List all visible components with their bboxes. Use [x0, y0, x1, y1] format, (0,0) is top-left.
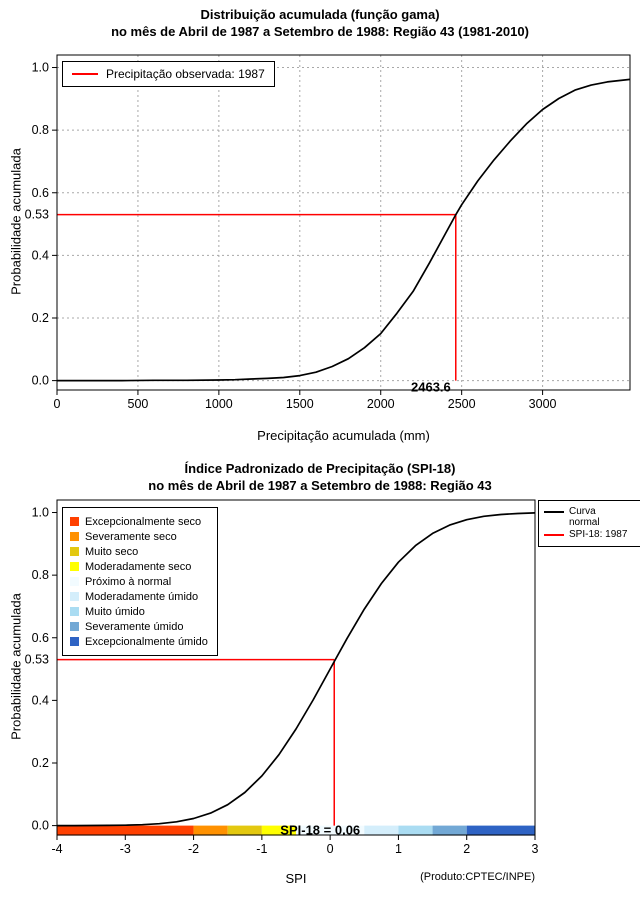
y-tick-label: 0.8	[32, 123, 49, 137]
x-tick-label: 2000	[367, 397, 395, 411]
y-tick-label: 0.6	[32, 186, 49, 200]
moderately-wet-swatch	[70, 592, 79, 601]
x-tick-label: -4	[51, 842, 62, 856]
top-chart-title: Distribuição acumulada (função gama)	[200, 7, 440, 22]
legend-item-exceptionally-wet: Excepcionalmente úmido	[70, 634, 208, 649]
spi-colorbar-segment	[466, 825, 535, 836]
normal-curve-line-sample	[544, 511, 564, 513]
legend-item-label: Moderadamente seco	[85, 560, 192, 573]
spi-colorbar-segment	[432, 825, 467, 836]
legend-item-moderately-dry: Moderadamente seco	[70, 559, 208, 574]
y-tick-label: 1.0	[32, 61, 49, 75]
y-tick-label: 0.0	[32, 819, 49, 833]
marker-x-value-label: SPI-18 = 0.06	[280, 823, 360, 838]
x-tick-label: 1500	[286, 397, 314, 411]
spi-1987-legend-label: SPI-18: 1987	[569, 529, 628, 540]
x-tick-label: 1	[395, 842, 402, 856]
legend-item-label: Excepcionalmente seco	[85, 515, 202, 528]
legend-item-near-normal: Próximo à normal	[70, 574, 208, 589]
spi-categories-legend: Excepcionalmente seco Severamente seco M…	[62, 507, 218, 656]
cdf-curve	[57, 512, 536, 827]
severely-dry-swatch	[70, 532, 79, 541]
legend-item-very-dry: Muito seco	[70, 544, 208, 559]
legend-item-normal-curve: Curva normal	[544, 506, 640, 528]
legend-item-exceptionally-dry: Excepcionalmente seco	[70, 514, 208, 529]
spi-colorbar-segment	[364, 825, 399, 836]
gamma-cdf-plot: 0 500 1000 1500 2000 2500 3000 0.0 0.2 0.4 0.6 0.8 1…	[25, 54, 631, 411]
y-tick-label: 0.8	[32, 568, 49, 582]
near-normal-swatch	[70, 577, 79, 586]
marker-y-value-label: 0.53	[25, 208, 49, 222]
product-credit: (Produto:CPTEC/INPE)	[420, 871, 535, 883]
y-tick-label: 1.0	[32, 506, 49, 520]
x-tick-label: -1	[256, 842, 267, 856]
top-legend: Precipitação observada: 1987	[62, 61, 275, 87]
legend-item-label: Excepcionalmente úmido	[85, 635, 208, 648]
y-tick-label: 0.4	[32, 248, 49, 262]
bottom-y-axis-label: Probabilidade acumulada	[8, 593, 24, 740]
x-tick-label: -3	[120, 842, 131, 856]
legend-item-very-wet: Muito úmido	[70, 604, 208, 619]
x-tick-label: 500	[128, 397, 149, 411]
legend-item-label: Muito úmido	[85, 605, 145, 618]
bottom-chart-subtitle: no mês de Abril de 1987 a Setembro de 19…	[148, 478, 492, 493]
cdf-curve	[57, 78, 631, 382]
spi-colorbar-segment	[193, 825, 228, 836]
moderately-dry-swatch	[70, 562, 79, 571]
spi-colorbar-segment	[57, 825, 194, 836]
exceptionally-dry-swatch	[70, 517, 79, 526]
observed-precip-line-sample	[72, 73, 98, 75]
curves-legend: Curva normal SPI-18: 1987	[538, 500, 640, 547]
plot-box	[56, 54, 631, 391]
legend-item-severely-dry: Severamente seco	[70, 529, 208, 544]
marker-x-value-label: 2463.6	[411, 380, 451, 395]
spi-cdf-plot: -4 -3 -2 -1 0 1 2 3 0.0 0.2 0.4 0.6 0.8 1.0 0.53 SPI-18…	[25, 499, 539, 856]
x-tick-label: 0	[327, 842, 334, 856]
very-dry-swatch	[70, 547, 79, 556]
top-y-axis-label: Probabilidade acumulada	[8, 148, 24, 295]
x-tick-label: 3	[532, 842, 539, 856]
spi-1987-line-sample	[544, 534, 564, 536]
top-x-axis-label: Precipitação acumulada (mm)	[257, 428, 430, 443]
y-tick-label: 0.4	[32, 693, 49, 707]
legend-item-spi-1987: SPI-18: 1987	[544, 529, 640, 541]
spi-colorbar-segment	[261, 825, 296, 836]
x-tick-label: 1000	[205, 397, 233, 411]
spi-colorbar-segment	[296, 825, 365, 836]
legend-item-severely-wet: Severamente úmido	[70, 619, 208, 634]
legend-item-label: Próximo à normal	[85, 575, 172, 588]
x-tick-label: 0	[54, 397, 61, 411]
observed-precip-legend-label: Precipitação observada: 1987	[106, 67, 265, 81]
marker-y-value-label: 0.53	[25, 653, 49, 667]
legend-item-label: Moderadamente úmido	[85, 590, 199, 603]
exceptionally-wet-swatch	[70, 637, 79, 646]
x-tick-label: 2500	[448, 397, 476, 411]
legend-item-label: Severamente úmido	[85, 620, 184, 633]
x-tick-label: 3000	[529, 397, 557, 411]
top-chart-subtitle: no mês de Abril de 1987 a Setembro de 19…	[111, 24, 529, 39]
y-tick-label: 0.6	[32, 631, 49, 645]
x-tick-label: -2	[188, 842, 199, 856]
spi-colorbar-segment	[398, 825, 433, 836]
legend-item-label: Muito seco	[85, 545, 139, 558]
plot-box	[56, 499, 536, 836]
very-wet-swatch	[70, 607, 79, 616]
spi-colorbar-segment	[227, 825, 262, 836]
y-tick-label: 0.2	[32, 311, 49, 325]
legend-item-moderately-wet: Moderadamente úmido	[70, 589, 208, 604]
normal-curve-legend-label: Curva normal	[569, 506, 600, 528]
legend-item-label: Severamente seco	[85, 530, 177, 543]
y-tick-label: 0.2	[32, 756, 49, 770]
bottom-x-axis-label: SPI	[285, 871, 307, 886]
bottom-chart-title: Índice Padronizado de Precipitação (SPI-…	[184, 461, 456, 476]
severely-wet-swatch	[70, 622, 79, 631]
x-tick-label: 2	[463, 842, 470, 856]
y-tick-label: 0.0	[32, 374, 49, 388]
